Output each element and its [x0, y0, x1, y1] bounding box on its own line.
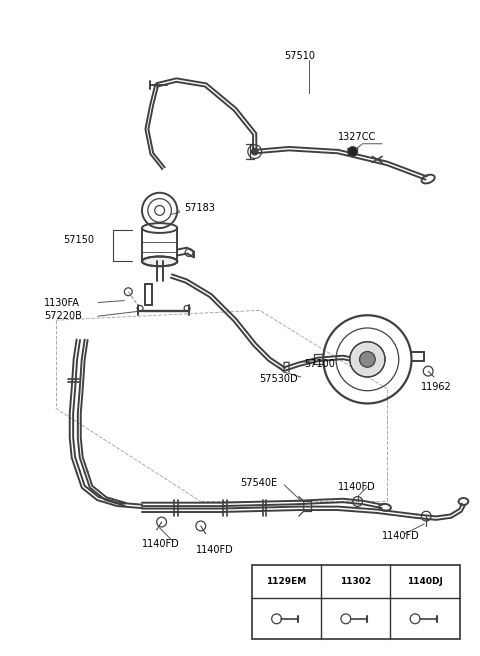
Text: 1327CC: 1327CC	[338, 132, 376, 142]
Circle shape	[360, 352, 375, 367]
Circle shape	[348, 147, 358, 157]
Text: 57100: 57100	[304, 359, 335, 369]
Text: 11302: 11302	[340, 577, 371, 586]
Circle shape	[350, 342, 385, 377]
Text: 1140FD: 1140FD	[382, 531, 420, 541]
Ellipse shape	[142, 256, 177, 266]
Text: 1129EM: 1129EM	[266, 577, 307, 586]
Text: 1140FD: 1140FD	[338, 482, 376, 492]
Text: 1140FD: 1140FD	[142, 539, 180, 548]
Bar	[252, 565, 459, 639]
Text: 57530D: 57530D	[260, 374, 298, 384]
Text: 57183: 57183	[184, 203, 215, 213]
Text: 57510: 57510	[284, 51, 315, 60]
Text: 1130FA: 1130FA	[44, 298, 80, 308]
Text: 1140DJ: 1140DJ	[407, 577, 443, 586]
Text: 57220B: 57220B	[44, 311, 82, 321]
Circle shape	[252, 149, 258, 155]
Text: 57150: 57150	[63, 235, 95, 245]
Text: 57540E: 57540E	[240, 478, 277, 488]
Text: 1140FD: 1140FD	[196, 545, 234, 556]
Text: 11962: 11962	[421, 382, 452, 392]
